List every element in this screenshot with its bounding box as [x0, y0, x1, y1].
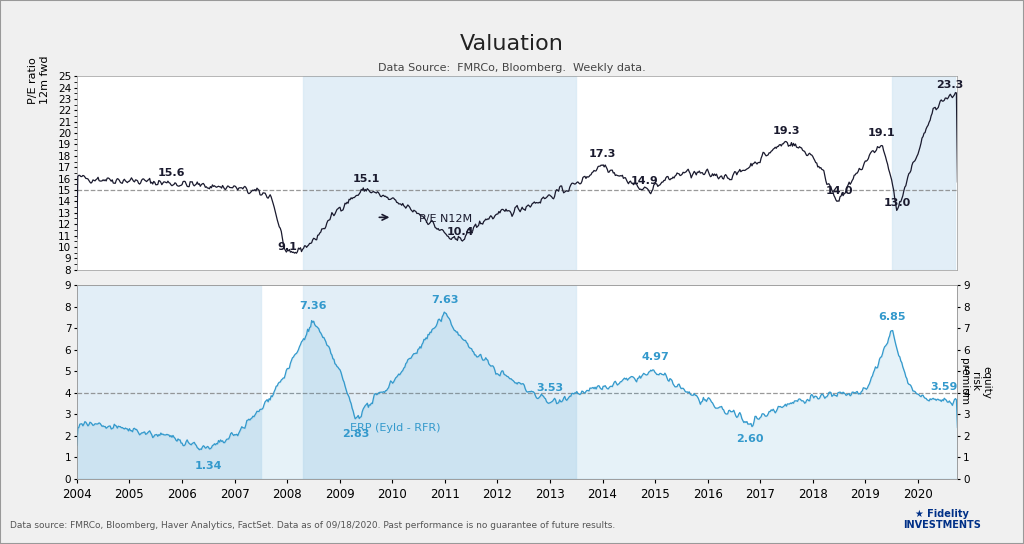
Text: 23.3: 23.3: [936, 81, 964, 90]
Y-axis label: equity
risk
premium: equity risk premium: [958, 358, 992, 405]
Bar: [67, 285, 261, 479]
Text: 2.83: 2.83: [342, 429, 369, 438]
Bar: [892, 76, 954, 270]
Text: 3.53: 3.53: [537, 383, 563, 393]
Text: 4.97: 4.97: [641, 352, 669, 362]
Text: ★ Fidelity
INVESTMENTS: ★ Fidelity INVESTMENTS: [903, 509, 981, 530]
Y-axis label: P/E ratio
12m fwd: P/E ratio 12m fwd: [29, 56, 50, 104]
Text: 6.85: 6.85: [878, 312, 905, 322]
Text: 19.1: 19.1: [867, 128, 895, 138]
Text: 19.3: 19.3: [773, 126, 801, 136]
Text: 14.9: 14.9: [631, 176, 658, 186]
Text: 1.34: 1.34: [195, 461, 222, 471]
Text: 15.1: 15.1: [352, 174, 380, 184]
Text: 7.63: 7.63: [431, 295, 459, 305]
Text: 9.1: 9.1: [278, 242, 297, 252]
Text: Valuation: Valuation: [460, 34, 564, 53]
Text: ERP (Eyld - RFR): ERP (Eyld - RFR): [350, 423, 440, 434]
Text: 14.0: 14.0: [825, 186, 853, 196]
Text: 15.6: 15.6: [158, 168, 185, 178]
Text: 13.0: 13.0: [884, 197, 910, 208]
Text: 17.3: 17.3: [589, 149, 616, 159]
Text: P/E N12M: P/E N12M: [419, 214, 472, 224]
Text: 2.60: 2.60: [736, 434, 764, 443]
Text: Data Source:  FMRCo, Bloomberg.  Weekly data.: Data Source: FMRCo, Bloomberg. Weekly da…: [378, 63, 646, 73]
Bar: [303, 285, 577, 479]
Text: 3.59: 3.59: [931, 382, 958, 392]
Text: Data source: FMRCo, Bloomberg, Haver Analytics, FactSet. Data as of 09/18/2020. : Data source: FMRCo, Bloomberg, Haver Ana…: [10, 521, 615, 530]
Bar: [303, 76, 577, 270]
Text: 7.36: 7.36: [300, 301, 327, 311]
Text: 10.4: 10.4: [446, 227, 474, 237]
